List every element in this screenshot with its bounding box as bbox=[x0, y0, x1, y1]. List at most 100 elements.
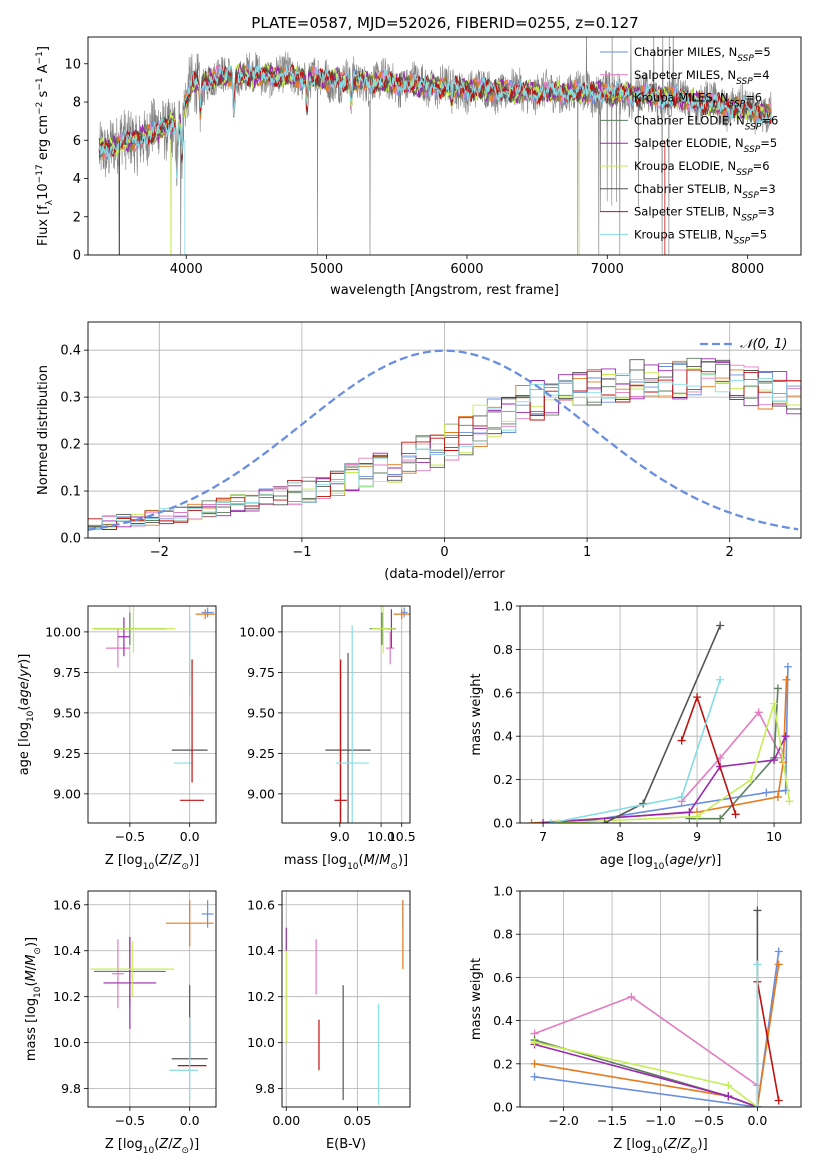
weight-marker bbox=[783, 662, 792, 671]
y-tick-label: 6 bbox=[73, 134, 81, 149]
x-axis-label: age [log10(age/yr)] bbox=[600, 853, 722, 872]
y-tick-label: 9.00 bbox=[53, 786, 81, 801]
y-tick-label: 0.6 bbox=[493, 970, 513, 985]
panel-age_vs_Z: −0.5 0.0 9.00 9.25 9.50 9.75 10.00 Z [log10(Z/Z… bbox=[17, 605, 217, 872]
y-axis-label: mass weight bbox=[469, 958, 484, 1040]
legend-entry: 𝒩(0, 1) bbox=[740, 337, 787, 352]
y-axis-label: Flux [fλ10−17 erg cm−2 s−1 A−1] bbox=[35, 46, 55, 246]
weight-marker bbox=[530, 1059, 539, 1068]
y-tick-label: 0.0 bbox=[493, 816, 513, 831]
y-axis-label: age [log10(age/yr)] bbox=[17, 654, 36, 776]
x-tick-label: 9.0 bbox=[330, 829, 350, 844]
weight-line-chabrier-miles bbox=[573, 666, 789, 823]
y-tick-label: 10 bbox=[64, 57, 81, 72]
figure-title: PLATE=0587, MJD=52026, FIBERID=0255, z=0… bbox=[251, 14, 638, 32]
x-tick-label: 10.0 bbox=[367, 829, 395, 844]
y-axis-label: mass weight bbox=[469, 673, 484, 755]
x-axis-label: Z [log10(Z/Z⊙)] bbox=[105, 1137, 199, 1156]
weight-marker bbox=[627, 992, 636, 1001]
y-tick-label: 9.50 bbox=[247, 705, 275, 720]
x-tick-label: 8000 bbox=[731, 262, 764, 277]
weight-marker bbox=[677, 792, 686, 801]
panel-residuals: −2 −1 0 1 2 0.0 0.1 0.2 0.3 0.4 𝒩(0, 1) (data-model… bbox=[36, 321, 802, 582]
x-axis-label: (data-model)/error bbox=[384, 567, 505, 582]
weight-line-salpeter-stelib bbox=[756, 981, 780, 1101]
plot-area-weight_vs_Z bbox=[530, 906, 783, 1107]
axes-frame bbox=[87, 321, 802, 539]
y-tick-label: 2 bbox=[73, 210, 81, 225]
y-tick-label: 9.75 bbox=[53, 665, 81, 680]
weight-marker bbox=[753, 906, 762, 915]
weight-marker bbox=[546, 819, 555, 823]
y-tick-label: 0.8 bbox=[493, 927, 513, 942]
legend-entry: Chabrier ELODIE, NSSP=6 bbox=[634, 113, 778, 132]
model-line-kroupa-stelib bbox=[98, 63, 772, 179]
y-tick-label: 1.0 bbox=[493, 599, 513, 614]
y-tick-label: 10.4 bbox=[53, 943, 81, 958]
y-tick-label: 10.6 bbox=[53, 897, 81, 912]
weight-line-chabrier-elodie bbox=[689, 688, 779, 820]
legend-entry: Salpeter STELIB, NSSP=3 bbox=[634, 205, 775, 224]
y-tick-label: 0.1 bbox=[60, 485, 81, 500]
legend-entry: Kroupa MILES, NSSP=6 bbox=[634, 91, 762, 110]
x-tick-label: −0.5 bbox=[115, 1113, 145, 1128]
x-tick-label: 5000 bbox=[310, 262, 343, 277]
y-axis-label: mass [log10(M/M⊙)] bbox=[24, 937, 43, 1061]
weight-marker bbox=[693, 693, 702, 702]
y-tick-label: 0.2 bbox=[493, 1056, 513, 1071]
x-tick-label: 2 bbox=[726, 545, 734, 560]
y-tick-label: 9.8 bbox=[255, 1081, 275, 1096]
axes-frame bbox=[87, 605, 217, 824]
weight-marker bbox=[677, 736, 686, 745]
x-tick-label: 0.00 bbox=[272, 1113, 300, 1128]
y-tick-label: 10.2 bbox=[247, 989, 275, 1004]
y-tick-label: 4 bbox=[73, 172, 81, 187]
x-tick-label: 7000 bbox=[591, 262, 624, 277]
y-tick-label: 0.8 bbox=[493, 642, 513, 657]
x-tick-label: 8 bbox=[616, 829, 624, 844]
histogram-kroupa-stelib bbox=[88, 373, 801, 529]
y-tick-label: 9.50 bbox=[53, 705, 81, 720]
weight-marker bbox=[754, 708, 763, 717]
x-axis-label: Z [log10(Z/Z⊙)] bbox=[105, 853, 199, 872]
x-tick-label: 0.0 bbox=[180, 829, 200, 844]
y-tick-label: 10.2 bbox=[53, 989, 81, 1004]
x-tick-label: −1.0 bbox=[645, 1113, 675, 1128]
weight-marker bbox=[685, 808, 694, 817]
weight-marker bbox=[693, 812, 702, 821]
plot-area-residuals bbox=[88, 349, 801, 531]
weight-line-chabrier-miles bbox=[534, 951, 780, 1107]
y-tick-label: 10.6 bbox=[247, 897, 275, 912]
legend-spectrum: Chabrier MILES, NSSP=5 Salpeter MILES, NS… bbox=[600, 45, 778, 246]
axes-frame bbox=[87, 890, 217, 1108]
legend-entry: Salpeter ELODIE, NSSP=5 bbox=[634, 136, 777, 155]
x-tick-label: 10 bbox=[766, 829, 782, 844]
x-tick-label: 0 bbox=[440, 545, 448, 560]
weight-marker bbox=[774, 1096, 783, 1105]
y-tick-label: 8 bbox=[73, 96, 81, 111]
y-tick-label: 0.2 bbox=[60, 438, 81, 453]
weight-marker bbox=[716, 675, 725, 684]
x-tick-label: 7 bbox=[539, 829, 547, 844]
legend-entry: Kroupa STELIB, NSSP=5 bbox=[634, 227, 767, 246]
x-axis-label: wavelength [Angstrom, rest frame] bbox=[330, 283, 559, 298]
plot-area-age_vs_mass bbox=[325, 606, 410, 823]
weight-marker bbox=[774, 960, 783, 969]
axes-frame bbox=[519, 890, 802, 1108]
y-tick-label: 0.6 bbox=[493, 685, 513, 700]
x-tick-label: −0.5 bbox=[115, 829, 145, 844]
y-tick-label: 10.00 bbox=[239, 624, 275, 639]
y-tick-label: 10.00 bbox=[45, 624, 81, 639]
y-tick-label: 0.2 bbox=[493, 772, 513, 787]
y-tick-label: 0.0 bbox=[493, 1100, 513, 1115]
weight-marker bbox=[785, 797, 794, 806]
plot-area-age_vs_Z bbox=[91, 606, 215, 801]
y-tick-label: 1.0 bbox=[493, 884, 513, 899]
weight-marker bbox=[782, 675, 791, 684]
x-tick-label: 10.5 bbox=[388, 829, 416, 844]
weight-marker bbox=[773, 684, 782, 693]
y-tick-label: 10.0 bbox=[247, 1035, 275, 1050]
weight-marker bbox=[539, 819, 548, 823]
y-tick-label: 0.3 bbox=[60, 391, 81, 406]
